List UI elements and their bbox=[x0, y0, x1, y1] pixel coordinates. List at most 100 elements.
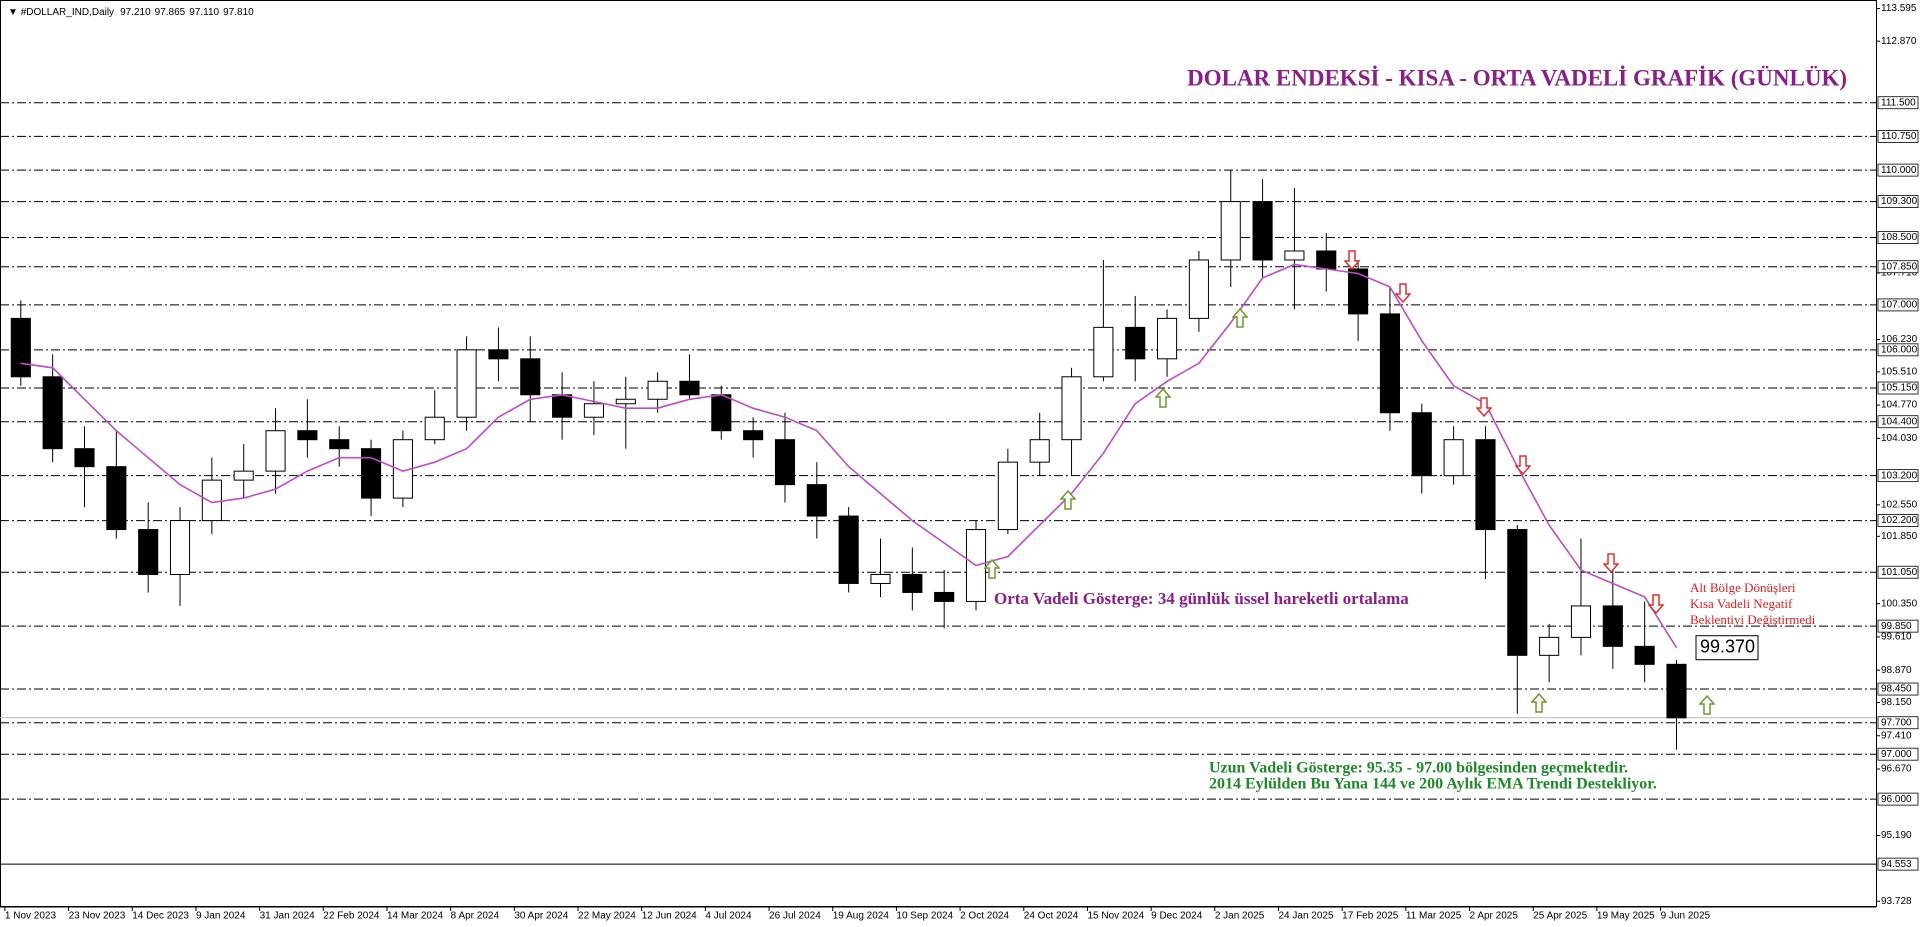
level-box bbox=[1877, 792, 1919, 806]
level-label: 97.000 bbox=[1881, 749, 1912, 760]
up-arrow bbox=[1699, 695, 1715, 715]
candle-body bbox=[1379, 313, 1400, 414]
candle-body bbox=[329, 439, 350, 450]
level-label: 111.500 bbox=[1881, 97, 1916, 108]
candle-body bbox=[138, 529, 159, 575]
level-label: 96.000 bbox=[1881, 794, 1912, 805]
candle-body bbox=[774, 439, 796, 486]
level-label: 102.200 bbox=[1881, 515, 1918, 526]
x-tick-label: 8 Apr 2024 bbox=[451, 911, 500, 922]
x-tick-label: 9 Jan 2024 bbox=[196, 911, 246, 922]
level-label: 106.000 bbox=[1881, 344, 1918, 355]
candle-body bbox=[106, 466, 127, 531]
candle-body bbox=[201, 479, 222, 522]
candle-body bbox=[997, 461, 1018, 531]
chart-title: DOLAR ENDEKSİ - KISA - ORTA VADELİ GRAFİ… bbox=[1187, 65, 1847, 90]
candle-body bbox=[1539, 636, 1560, 656]
x-tick-label: 14 Dec 2023 bbox=[132, 911, 189, 922]
level-box bbox=[1877, 298, 1919, 312]
x-tick-label: 31 Jan 2024 bbox=[260, 911, 315, 922]
candle-body bbox=[1602, 605, 1623, 647]
x-tick-label: 9 Jun 2025 bbox=[1661, 911, 1711, 922]
x-tick-label: 2 Oct 2024 bbox=[960, 911, 1009, 922]
header-close: 97.810 bbox=[223, 7, 254, 18]
x-tick-label: 11 Mar 2025 bbox=[1406, 911, 1462, 922]
candle-body bbox=[870, 573, 891, 584]
level-label: 103.200 bbox=[1881, 470, 1918, 481]
candle-body bbox=[1029, 439, 1050, 463]
x-tick-label: 14 Mar 2024 bbox=[387, 911, 444, 922]
y-tick-label: 93.728 bbox=[1881, 896, 1912, 907]
y-tick-label: 102.550 bbox=[1881, 499, 1918, 510]
x-tick-label: 4 Jul 2024 bbox=[705, 911, 752, 922]
candle-body bbox=[1157, 317, 1178, 360]
x-tick-label: 19 Aug 2024 bbox=[833, 911, 890, 922]
candle-body bbox=[583, 403, 604, 418]
x-tick-label: 1 Nov 2023 bbox=[5, 911, 57, 922]
candle-body bbox=[806, 484, 827, 517]
ema-line bbox=[20, 263, 1678, 649]
level-label: 94.553 bbox=[1881, 859, 1912, 870]
y-tick-label: 96.670 bbox=[1881, 764, 1912, 775]
y-tick-label: 98.150 bbox=[1881, 697, 1912, 708]
candle-body bbox=[552, 394, 573, 418]
x-tick-label: 30 Apr 2024 bbox=[514, 911, 568, 922]
level-label: 110.750 bbox=[1881, 131, 1917, 142]
candle-body bbox=[456, 349, 477, 418]
down-arrow bbox=[1603, 553, 1619, 573]
y-tick-label: 101.850 bbox=[1881, 531, 1918, 542]
candle-body bbox=[42, 376, 63, 450]
level-box bbox=[1877, 716, 1919, 730]
y-tick-label: 95.190 bbox=[1881, 830, 1912, 841]
x-tick-label: 15 Nov 2024 bbox=[1087, 911, 1144, 922]
x-tick-label: 25 Apr 2025 bbox=[1533, 911, 1587, 922]
x-tick-label: 26 Jul 2024 bbox=[769, 911, 821, 922]
header-open: 97.210 bbox=[120, 7, 151, 18]
up-arrow bbox=[1155, 388, 1171, 408]
candle-body bbox=[1634, 645, 1655, 665]
candle-body bbox=[265, 430, 286, 472]
level-label: 99.850 bbox=[1881, 621, 1912, 632]
candle-body bbox=[838, 515, 859, 584]
short-note: Kısa Vadeli Negatif bbox=[1690, 596, 1793, 611]
candle-body bbox=[615, 398, 636, 405]
candle-body bbox=[1475, 439, 1496, 531]
level-label: 97.700 bbox=[1881, 717, 1912, 728]
level-label: 98.450 bbox=[1881, 684, 1912, 695]
candle-body bbox=[10, 317, 31, 378]
header-high: 97.865 bbox=[155, 7, 186, 18]
ema-label: 99.370 bbox=[1700, 636, 1755, 656]
candle-body bbox=[1316, 250, 1337, 270]
x-tick-label: 17 Feb 2025 bbox=[1342, 911, 1399, 922]
x-tick-label: 23 Nov 2023 bbox=[69, 911, 126, 922]
y-tick-label: 107.710 bbox=[1881, 268, 1918, 279]
candle-body bbox=[169, 520, 191, 575]
candle-body bbox=[1093, 326, 1114, 378]
x-tick-label: 24 Jan 2025 bbox=[1279, 911, 1334, 922]
candle-body bbox=[1666, 663, 1687, 719]
x-tick-label: 2 Jan 2025 bbox=[1215, 911, 1265, 922]
level-box bbox=[1877, 565, 1919, 579]
candle-body bbox=[520, 358, 541, 396]
y-tick-label: 100.350 bbox=[1881, 598, 1918, 609]
long-note: 2014 Eylülden Bu Yana 144 ve 200 Aylık E… bbox=[1209, 776, 1657, 793]
candle-body bbox=[647, 380, 668, 400]
candle-body bbox=[1061, 376, 1082, 441]
level-box bbox=[1877, 415, 1919, 429]
level-label: 107.000 bbox=[1881, 300, 1918, 311]
level-box bbox=[1877, 469, 1919, 483]
level-box bbox=[1877, 514, 1919, 527]
candle-body bbox=[488, 349, 509, 360]
y-tick-label: 112.870 bbox=[1881, 36, 1917, 47]
candle-body bbox=[1570, 605, 1592, 638]
level-label: 104.400 bbox=[1881, 416, 1918, 427]
level-box bbox=[1877, 381, 1919, 395]
candle-body bbox=[424, 416, 445, 441]
level-box bbox=[1877, 682, 1919, 696]
x-tick-label: 19 May 2025 bbox=[1597, 911, 1655, 922]
level-label: 110.000 bbox=[1881, 165, 1917, 176]
level-label: 105.150 bbox=[1881, 383, 1918, 394]
candle-body bbox=[1284, 250, 1305, 261]
long-note: Uzun Vadeli Gösterge: 95.35 - 97.00 bölg… bbox=[1209, 760, 1628, 777]
